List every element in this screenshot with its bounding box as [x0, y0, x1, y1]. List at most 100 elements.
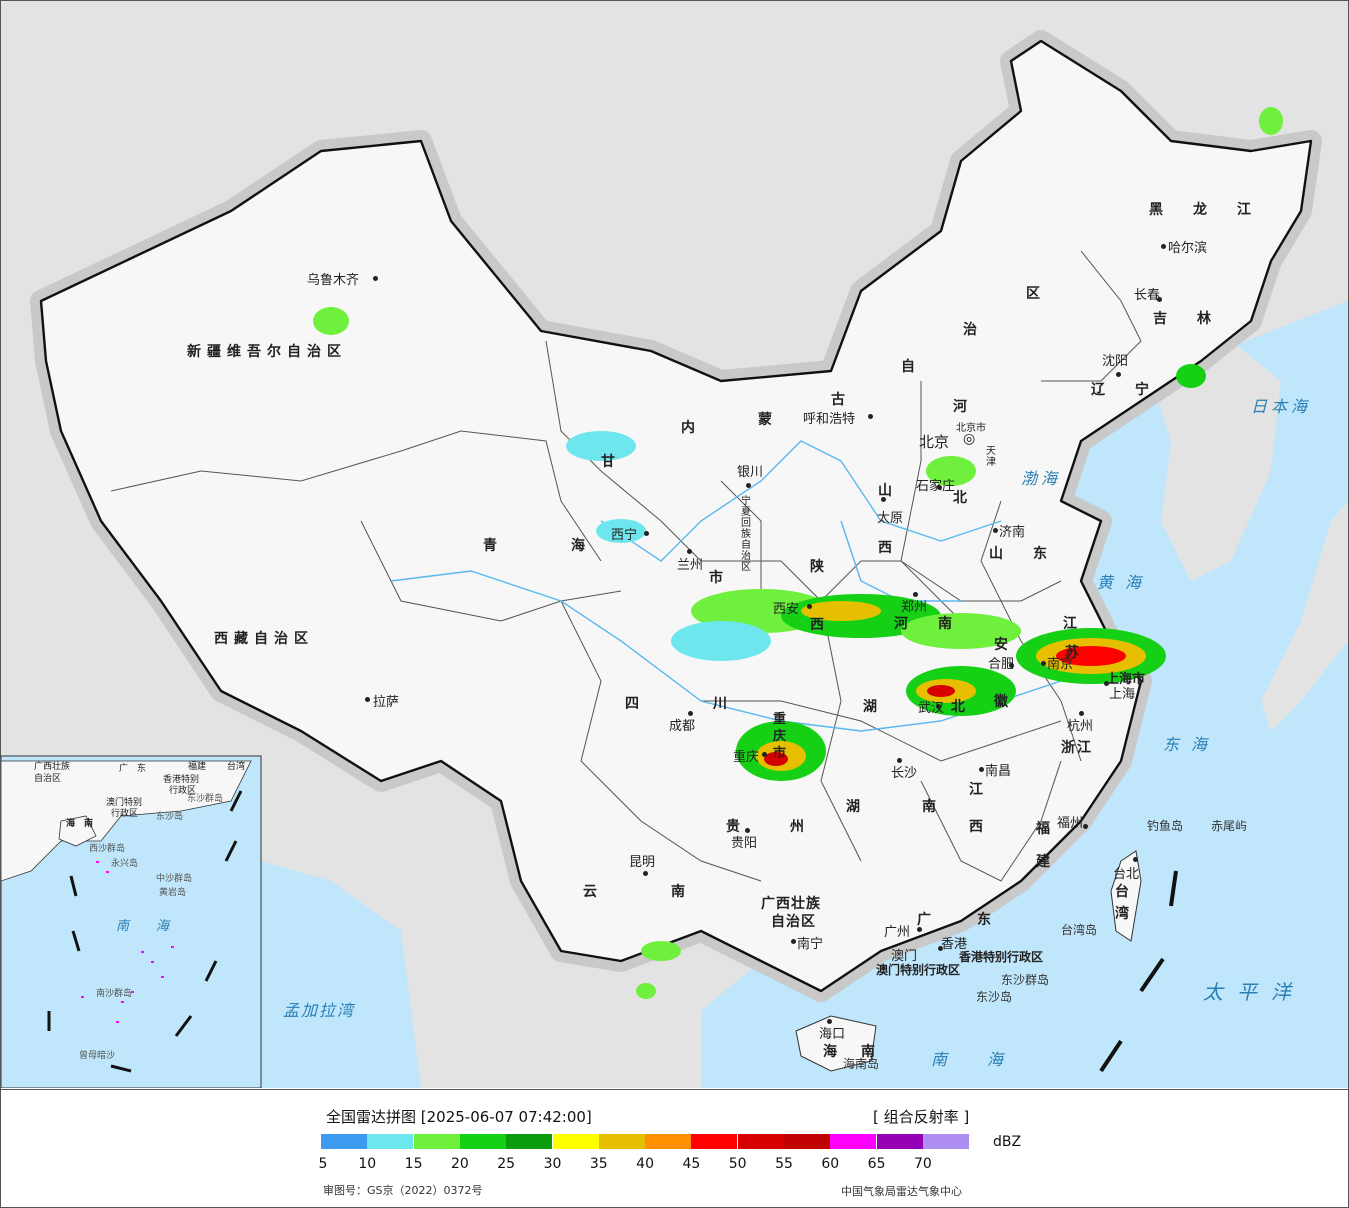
- color-swatch: [784, 1134, 830, 1149]
- city-label-yinchuan: 银川: [737, 465, 764, 480]
- province-label-hunan: 湖 南: [846, 799, 960, 815]
- inset-sea-nan: 南: [116, 919, 134, 934]
- province-label-shanghai: 上海市: [1106, 672, 1146, 687]
- agency-name: 中国气象局雷达气象中心: [841, 1185, 962, 1198]
- color-swatch: [552, 1134, 599, 1149]
- city-label-hangzhou: 杭州: [1067, 719, 1094, 734]
- province-label-guangxi-1: 广西壮族: [761, 896, 821, 912]
- color-swatch: [598, 1134, 645, 1149]
- province-label-guangdong: 广 东: [917, 912, 1007, 928]
- city-label-taibei: 台北: [1113, 867, 1140, 882]
- city-label-beijing: 北京: [919, 433, 950, 451]
- province-label-anhui-2: 徽: [994, 694, 1014, 710]
- province-label-henan: 河 南: [894, 616, 960, 632]
- tick-label: 30: [543, 1156, 562, 1172]
- tick-label: 5: [318, 1156, 328, 1172]
- radar-echoes: [313, 107, 1283, 999]
- province-label-guangxi-2: 自治区: [771, 914, 816, 930]
- city-label-aomen: 澳门: [891, 949, 918, 964]
- city-label-hohhot: 呼和浩特: [803, 412, 856, 427]
- inset-label-macao2: 行政区: [111, 809, 139, 819]
- color-swatch: [691, 1134, 738, 1149]
- city-dot-xianggang: [938, 946, 943, 951]
- inset-label-zengmu: 曾母暗沙: [79, 1051, 116, 1061]
- inset-label-guangxi: 广西壮族: [34, 762, 71, 772]
- province-label-fujian-2: 建: [1036, 854, 1056, 870]
- province-label-xinjiang: 新疆维吾尔自治区: [187, 344, 347, 360]
- province-label-neimenggu-1: 内: [681, 420, 701, 436]
- province-label-taiwan-2: 湾: [1115, 906, 1135, 922]
- city-label-xining: 西宁: [611, 528, 638, 543]
- inset-label-guangdong: 广 东: [119, 764, 147, 774]
- province-label-jiangsu-1: 江: [1063, 616, 1083, 632]
- inset-label-hk2: 行政区: [169, 786, 197, 796]
- city-dot-lhasa: [365, 697, 370, 702]
- inset-label-dongsha2: 东沙岛: [156, 812, 184, 822]
- province-label-shanxi-2: 西: [878, 540, 898, 556]
- province-label-lanzhou-shi: 市: [709, 570, 729, 586]
- province-label-tianjin: 天津: [986, 446, 996, 468]
- province-label-macao-sar: 澳门特别行政区: [876, 963, 961, 977]
- sea-label-mengjiala: 孟加拉湾: [283, 1001, 356, 1020]
- city-label-harbin: 哈尔滨: [1168, 241, 1208, 256]
- inset-label-fujian: 福建: [188, 762, 207, 772]
- legend-unit: dBZ: [993, 1134, 1022, 1150]
- city-dot-nanchang: [979, 767, 984, 772]
- inset-label-dongsha: 东沙群岛: [187, 794, 224, 804]
- island-label-dongsha-d: 东沙岛: [976, 990, 1013, 1004]
- city-label-haikou: 海口: [819, 1027, 846, 1042]
- city-dot-guangzhou: [917, 927, 922, 932]
- island-label-taiwan: 台湾岛: [1061, 923, 1098, 937]
- sea-label-riben: 日本海: [1251, 397, 1312, 416]
- province-label-qinghai: 青 海: [483, 538, 615, 554]
- city-label-taiyuan: 太原: [877, 511, 904, 526]
- city-dot-hefei: [1009, 663, 1014, 668]
- color-swatch: [645, 1134, 692, 1149]
- inset-label-xisha: 西沙群岛: [89, 844, 126, 854]
- city-dot-taiyuan: [881, 497, 886, 502]
- province-label-hebei-2: 北: [953, 490, 973, 506]
- city-dot-xian: [807, 604, 812, 609]
- city-label-xianggang: 香港: [941, 937, 968, 952]
- sea-label-taipingyang: 太平洋: [1203, 980, 1305, 1004]
- city-dot-changsha: [897, 758, 902, 763]
- china-land: [39, 39, 1313, 993]
- province-label-neimenggu-4: 自: [901, 359, 921, 375]
- province-label-shaanxi-2: 西: [810, 617, 830, 633]
- color-swatch: [506, 1134, 553, 1149]
- city-label-kunming: 昆明: [629, 855, 656, 870]
- city-label-changchun: 长春: [1134, 288, 1161, 303]
- city-label-guangzhou: 广州: [884, 925, 911, 940]
- legend-title: 全国雷达拼图 [2025-06-07 07:42:00]: [326, 1108, 592, 1126]
- province-label-zhejiang: 浙江: [1061, 740, 1093, 756]
- city-dot-haikou: [827, 1019, 832, 1024]
- city-dot-jinan: [993, 528, 998, 533]
- color-swatch: [876, 1134, 923, 1149]
- city-dot-harbin: [1161, 244, 1166, 249]
- city-dot-fuzhou: [1083, 824, 1088, 829]
- city-dot-hangzhou: [1079, 711, 1084, 716]
- sea-label-bohai: 渤海: [1021, 469, 1062, 488]
- province-label-neimenggu-6: 区: [1026, 286, 1046, 302]
- tick-label: 40: [636, 1156, 654, 1172]
- city-label-changsha: 长沙: [891, 766, 918, 781]
- city-label-nanning: 南宁: [797, 937, 824, 952]
- city-label-fuzhou: 福州: [1057, 816, 1084, 831]
- taiwan-island: [1110, 850, 1142, 942]
- city-label-nanchang: 南昌: [985, 764, 1012, 779]
- province-label-jiangxi-1: 江: [969, 782, 989, 798]
- bay-of-bengal: [261, 861, 421, 1088]
- city-label-nanjing: 南京: [1047, 657, 1074, 672]
- province-label-neimenggu-2: 蒙: [758, 412, 778, 428]
- city-label-lanzhou: 兰州: [677, 558, 704, 573]
- city-label-shanghai: 上海: [1109, 687, 1136, 702]
- city-dot-xining: [644, 531, 649, 536]
- city-dot-shenyang: [1116, 372, 1121, 377]
- color-swatch: [737, 1134, 784, 1149]
- province-label-jiangxi-2: 西: [969, 819, 989, 835]
- inset-label-hainan: 海 南: [66, 819, 94, 829]
- city-dot-wuhan: [936, 704, 941, 709]
- radar-map: 新疆维吾尔自治区 西藏自治区 青 海 甘 内 蒙 古 自 治 区 黑 龙 江 吉…: [1, 1, 1348, 1088]
- province-label-hk-sar: 香港特别行政区: [959, 950, 1044, 964]
- province-label-yunnan: 云 南: [583, 884, 715, 900]
